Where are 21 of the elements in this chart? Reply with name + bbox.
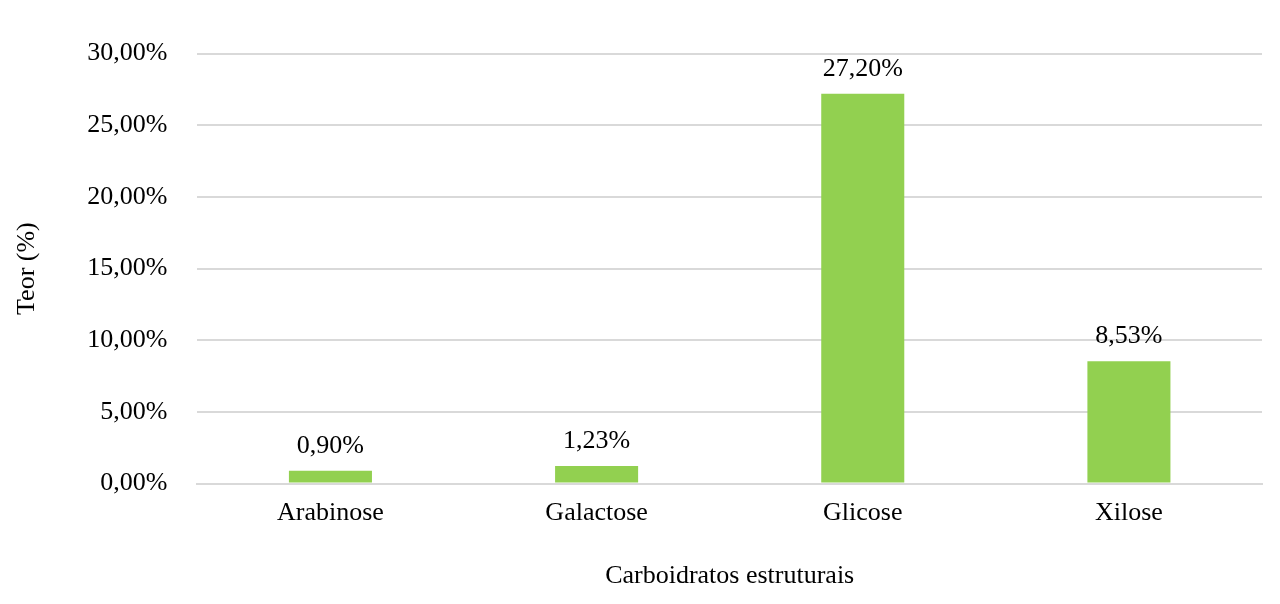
y-tick-label: 20,00% bbox=[87, 180, 168, 210]
data-label: 8,53% bbox=[1095, 320, 1163, 350]
y-tick-label: 15,00% bbox=[87, 252, 168, 282]
x-tick-label: Arabinose bbox=[277, 497, 384, 527]
bar bbox=[821, 93, 905, 483]
y-tick-label: 30,00% bbox=[87, 37, 168, 67]
y-tick-label: 0,00% bbox=[100, 467, 168, 497]
y-tick-label: 10,00% bbox=[87, 324, 168, 354]
x-tick-label: Glicose bbox=[823, 497, 903, 527]
bar bbox=[555, 465, 639, 483]
x-axis-title: Carboidratos estruturais bbox=[605, 560, 855, 590]
bar bbox=[288, 470, 372, 483]
y-tick-label: 5,00% bbox=[100, 395, 168, 425]
data-label: 0,90% bbox=[296, 429, 365, 459]
data-label: 1,23% bbox=[563, 424, 631, 454]
y-tick-label: 25,00% bbox=[87, 109, 168, 139]
bar bbox=[1087, 361, 1171, 483]
x-tick-label: Xilose bbox=[1094, 497, 1163, 527]
x-tick-label: Galactose bbox=[545, 497, 648, 527]
y-axis-title: Teor (%) bbox=[11, 222, 41, 315]
data-label: 27,20% bbox=[822, 52, 903, 82]
